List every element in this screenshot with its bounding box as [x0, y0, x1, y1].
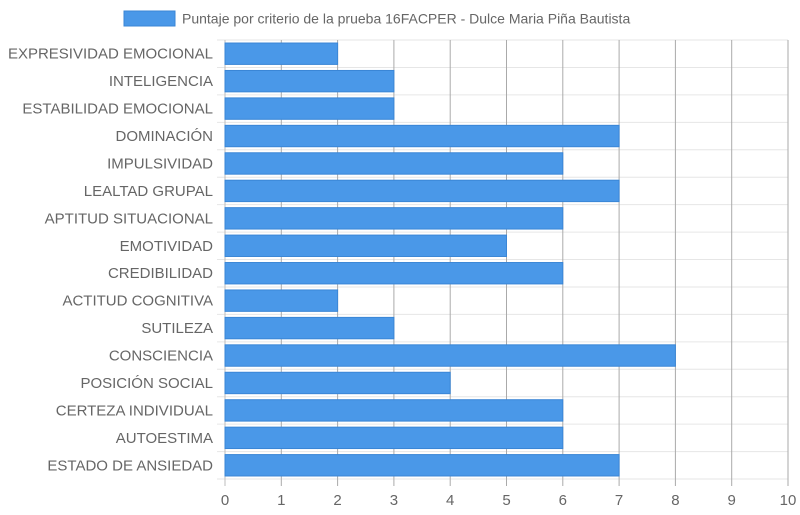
bar[interactable] — [224, 454, 620, 477]
x-tick-label: 8 — [671, 492, 679, 509]
x-tick-label: 9 — [728, 492, 736, 509]
bar[interactable] — [224, 399, 564, 422]
bars — [224, 42, 676, 477]
x-tick-label: 10 — [780, 492, 797, 509]
x-tick-labels: 0 1 2 3 4 5 6 7 8 9 10 — [221, 492, 797, 509]
bar[interactable] — [224, 124, 620, 148]
legend-swatch — [123, 10, 176, 27]
x-tick-label: 0 — [221, 492, 229, 509]
bar[interactable] — [224, 262, 564, 285]
x-tick-label: 6 — [559, 492, 567, 509]
bar[interactable] — [224, 344, 676, 367]
category-label: ACTITUD COGNITIVA — [62, 293, 213, 310]
category-label: DOMINACIÓN — [116, 128, 214, 145]
x-tick-label: 5 — [502, 492, 510, 509]
category-label: CREDIBILIDAD — [108, 265, 213, 282]
category-label: ESTADO DE ANSIEDAD — [47, 457, 213, 474]
x-tick-label: 3 — [390, 492, 398, 509]
legend-label: Puntaje por criterio de la prueba 16FACP… — [182, 11, 630, 27]
category-label: INTELIGENCIA — [109, 73, 213, 90]
category-label: ESTABILIDAD EMOCIONAL — [22, 101, 213, 118]
category-label: POSICIÓN SOCIAL — [80, 375, 213, 392]
category-labels: EXPRESIVIDAD EMOCIONAL INTELIGENCIA ESTABI… — [8, 46, 213, 475]
bar[interactable] — [224, 69, 395, 93]
x-tick-label: 7 — [615, 492, 623, 509]
bar[interactable] — [224, 316, 395, 340]
category-label: APTITUD SITUACIONAL — [45, 210, 213, 227]
x-tick-label: 2 — [333, 492, 341, 509]
category-label: SUTILEZA — [141, 320, 213, 337]
category-label: CONSCIENCIA — [109, 348, 213, 365]
category-label: CERTEZA INDIVIDUAL — [56, 402, 213, 419]
bar[interactable] — [224, 371, 451, 395]
bar[interactable] — [224, 289, 339, 312]
bar[interactable] — [224, 97, 395, 120]
bar[interactable] — [224, 152, 564, 175]
bar[interactable] — [224, 42, 339, 65]
bar[interactable] — [224, 179, 620, 203]
legend[interactable]: Puntaje por criterio de la prueba 16FACP… — [123, 10, 630, 27]
x-tick-label: 1 — [277, 492, 285, 509]
category-label: IMPULSIVIDAD — [107, 155, 213, 172]
category-label: EXPRESIVIDAD EMOCIONAL — [8, 46, 213, 63]
x-tick-label: 4 — [446, 492, 454, 509]
bar[interactable] — [224, 234, 507, 257]
category-label: LEALTAD GRUPAL — [84, 183, 213, 200]
category-label: AUTOESTIMA — [116, 430, 213, 447]
bar[interactable] — [224, 426, 564, 450]
category-label: EMOTIVIDAD — [120, 238, 214, 255]
bar[interactable] — [224, 207, 564, 230]
